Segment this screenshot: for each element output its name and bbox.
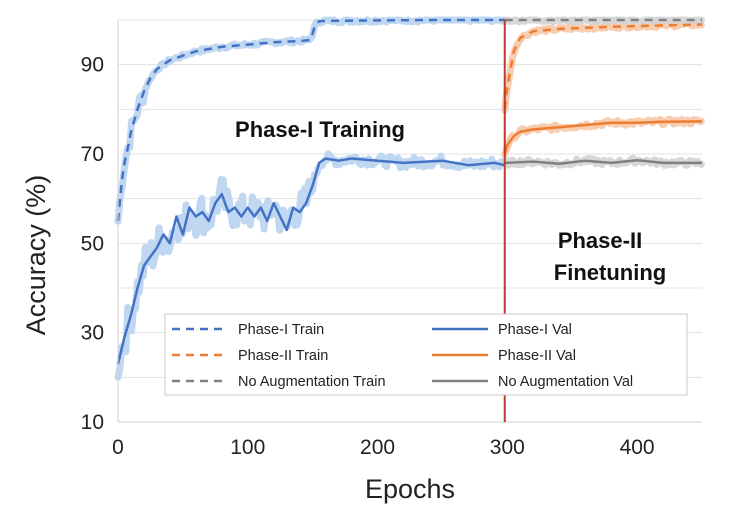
legend-label-phase-i-train: Phase-I Train [238, 322, 324, 338]
x-tick-label: 0 [112, 436, 124, 459]
y-tick-label: 30 [81, 322, 104, 345]
phase-ii-train-band [501, 19, 705, 114]
y-tick-label: 70 [81, 143, 104, 166]
legend-label-phase-ii-val: Phase-II Val [498, 348, 576, 364]
phase-i-train-band [114, 16, 507, 225]
x-tick-label: 400 [620, 436, 655, 459]
y-tick-label: 50 [81, 232, 104, 255]
y-axis-title: Accuracy (%) [21, 175, 51, 336]
phase-i-val-line [116, 157, 505, 365]
no-augmentation-val-line [504, 159, 702, 166]
x-tick-label: 200 [360, 436, 395, 459]
phase-ii-val-line [503, 120, 703, 155]
phase-2-annotation-line2: Finetuning [554, 260, 666, 285]
series-lines [116, 18, 703, 365]
legend-box [164, 313, 688, 396]
legend-label-no-augmentation-train: No Augmentation Train [238, 374, 386, 390]
y-tick-label: 10 [81, 411, 104, 434]
x-tick-label: 300 [490, 436, 525, 459]
phase-i-train-line [116, 18, 505, 222]
phase-2-annotation-line1: Phase-II [558, 228, 642, 253]
legend-label-phase-ii-train: Phase-II Train [238, 348, 328, 364]
phase-ii-train-line [503, 23, 703, 110]
x-tick-label: 100 [230, 436, 265, 459]
x-axis-title: Epochs [365, 474, 455, 504]
legend-label-phase-i-val: Phase-I Val [498, 322, 572, 338]
legend-label-no-augmentation-val: No Augmentation Val [498, 374, 633, 390]
phase-1-training-annotation: Phase-I Training [235, 117, 405, 142]
y-tick-label: 90 [81, 54, 104, 77]
tick-labels: 10 30 50 70 90 0 100 200 300 400 [81, 54, 655, 459]
legend: Phase-I Train Phase-I Val Phase-II Train Ph… [164, 313, 688, 396]
